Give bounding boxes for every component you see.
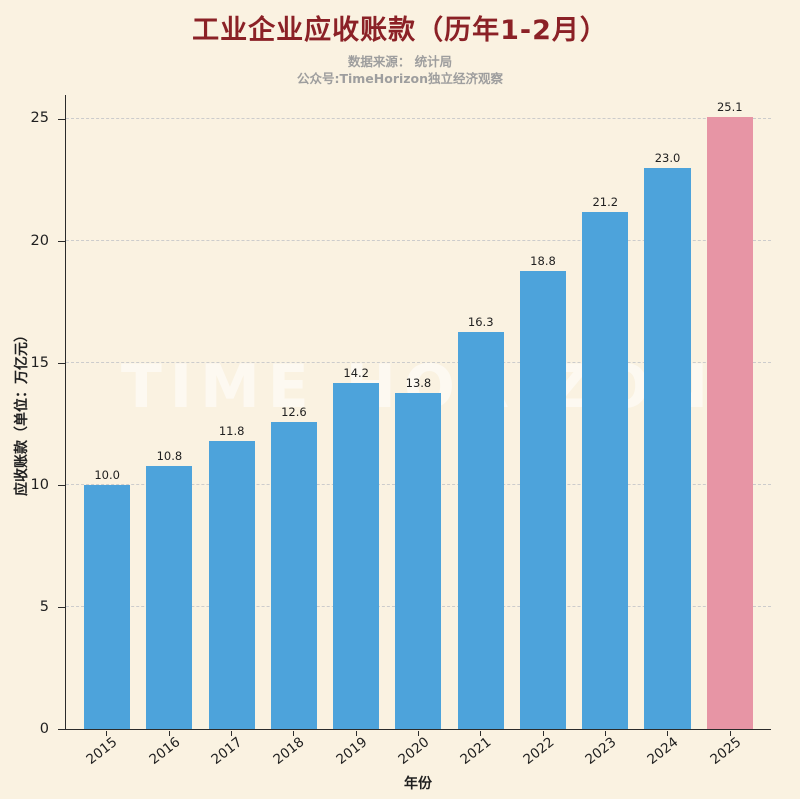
bar-value-label: 16.3 (467, 314, 494, 329)
bar-2016: 10.8 (146, 449, 193, 729)
bar-value-label: 14.2 (343, 365, 369, 380)
bar-slot: 13.8 (387, 95, 449, 729)
y-tick-mark (58, 118, 65, 120)
bar-slot: 10.8 (138, 95, 200, 729)
x-tick-label: 2021 (457, 734, 495, 768)
chart-title: 工业企业应收账款（历年1-2月） (192, 15, 608, 46)
bar-value-label: 13.8 (405, 375, 432, 390)
x-tick-mark (667, 731, 669, 736)
x-tick: 2023 (574, 731, 636, 777)
y-tick-mark (58, 485, 65, 487)
bar-value-label: 21.2 (592, 195, 619, 210)
bar-value-label: 25.1 (716, 99, 743, 114)
bar-value-label: 10.0 (94, 468, 120, 483)
x-tick: 2019 (324, 731, 386, 777)
bar-slot: 11.8 (201, 95, 263, 729)
y-tick-mark (58, 362, 65, 364)
bar-slot: 10.0 (76, 95, 138, 729)
bar-slot: 16.3 (450, 95, 512, 729)
x-tick-label: 2019 (333, 734, 370, 768)
x-tick-mark (355, 731, 357, 736)
x-tick: 2022 (512, 731, 574, 777)
account-line: 公众号:TimeHorizon独立经济观察 (296, 71, 504, 86)
bar-value-label: 12.6 (281, 404, 307, 419)
x-tick: 2021 (449, 731, 511, 777)
y-tick-mark (58, 729, 65, 731)
x-tick: 2020 (387, 731, 449, 777)
y-tick-label: 10 (30, 476, 49, 493)
x-tick-label: 2017 (208, 734, 246, 768)
bar-slot: 18.8 (512, 95, 574, 729)
bar-2021: 16.3 (457, 315, 504, 729)
bar-2020: 13.8 (395, 376, 442, 729)
plot-area: TIME HORIZON 10.0 10.8 11.8 12.6 14.2 13.8 16.… (65, 95, 771, 730)
y-tick-label: 20 (30, 232, 49, 249)
x-tick-label: 2016 (145, 734, 183, 768)
bar-2018: 12.6 (270, 405, 317, 729)
bar-value-label: 23.0 (654, 151, 681, 166)
x-tick-label: 2025 (707, 734, 745, 768)
x-tick: 2016 (137, 731, 199, 777)
x-tick: 2024 (636, 731, 698, 777)
x-tick-label: 2022 (520, 734, 558, 768)
bar-2015: 10.0 (84, 468, 131, 729)
y-tick-label: 0 (39, 721, 49, 737)
bar-slot: 23.0 (636, 95, 698, 729)
gridline (66, 362, 771, 364)
y-tick-label: 5 (39, 598, 49, 615)
x-tick: 2015 (75, 731, 137, 777)
y-axis-title: 应收账款（单位：万亿元） (14, 328, 30, 496)
x-tick-label: 2015 (83, 734, 121, 768)
y-tick-mark (58, 607, 65, 609)
x-tick-label: 2023 (582, 734, 620, 768)
bar-value-label: 10.8 (156, 448, 183, 463)
x-tick-mark (542, 731, 544, 736)
bar-value-label: 18.8 (530, 253, 556, 268)
bar-slot: 25.1 (699, 95, 761, 729)
bar-2024: 23.0 (644, 151, 691, 729)
bar-2023: 21.2 (582, 195, 629, 729)
x-axis-ticks: 2015 2016 2017 2018 2019 2020 2021 2022 2023 2024… (65, 731, 771, 777)
x-tick-mark (293, 731, 295, 736)
bar-slot: 12.6 (263, 95, 325, 729)
y-axis-ticks: 0 5 10 15 20 25 (0, 95, 65, 737)
x-tick: 2025 (699, 731, 761, 777)
x-tick-label: 2020 (395, 734, 433, 768)
bar-2019: 14.2 (333, 366, 380, 729)
y-tick-mark (58, 240, 65, 242)
x-tick-label: 2024 (644, 734, 682, 768)
gridline (66, 118, 771, 120)
x-axis-title: 年份 (404, 776, 432, 792)
bar-slot: 21.2 (574, 95, 636, 729)
x-tick: 2018 (262, 731, 324, 777)
x-tick-mark (106, 731, 108, 736)
bars-layer: 10.0 10.8 11.8 12.6 14.2 13.8 16.3 18.8 21.2 23.0… (66, 95, 771, 729)
bar-2017: 11.8 (208, 424, 255, 729)
x-tick-mark (168, 731, 170, 736)
x-tick-mark (480, 731, 482, 736)
bar-value-label: 11.8 (218, 424, 245, 439)
x-tick-mark (417, 731, 419, 736)
y-tick-label: 15 (30, 354, 49, 371)
x-tick: 2017 (200, 731, 262, 777)
x-tick-mark (729, 731, 731, 736)
x-tick-mark (230, 731, 232, 736)
y-tick-label: 25 (30, 110, 49, 127)
x-tick-label: 2018 (270, 734, 308, 768)
bar-slot: 14.2 (325, 95, 387, 729)
bar-2025: 25.1 (706, 100, 753, 729)
data-source-line: 数据来源： 统计局 (347, 54, 453, 69)
bar-2022: 18.8 (519, 254, 567, 729)
gridline (66, 240, 771, 242)
x-tick-mark (605, 731, 607, 736)
